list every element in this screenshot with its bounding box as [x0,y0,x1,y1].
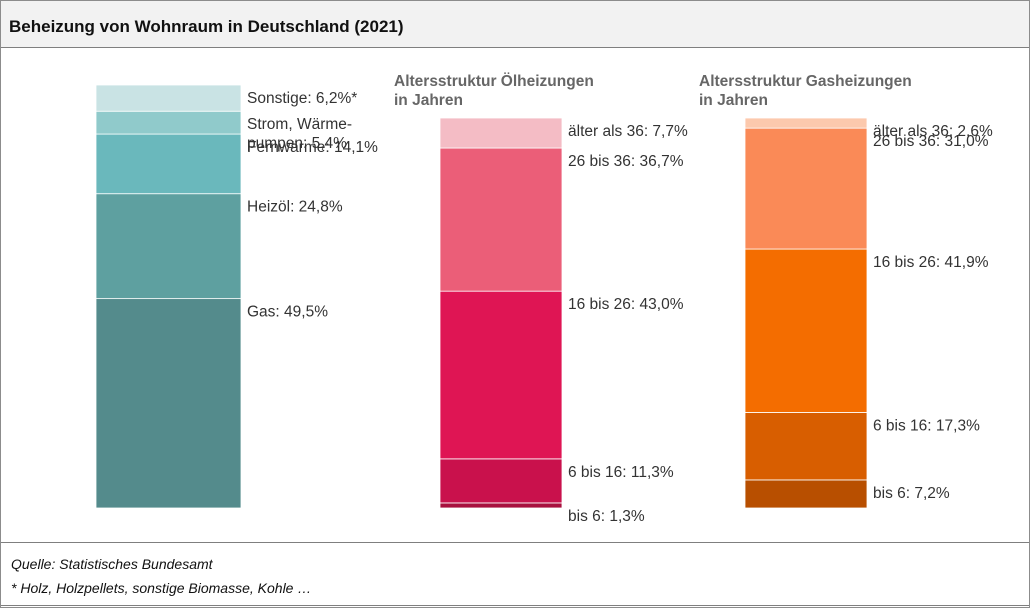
bar-segment-2-2 [439,458,563,504]
footer-divider [1,542,1029,543]
bar-segment-3-2 [744,412,868,481]
segment-label-1-4: Strom, Wärme-pumpen: 5,4% [247,116,352,152]
segment-label-1-5: Sonstige: 6,2%* [247,90,357,107]
bar-segment-1-3 [95,133,242,195]
segment-label-3-4: 26 bis 36: 31,0% [873,133,989,150]
footnote: * Holz, Holzpellets, sonstige Biomasse, … [11,580,312,596]
bottom-divider [1,605,1029,606]
page-title: Beheizung von Wohnraum in Deutschland (2… [9,17,404,36]
chart-title-2: Altersstruktur Ölheizungen in Jahren [394,73,594,109]
bar-segment-2-4 [439,147,563,292]
bar-segment-1-2 [95,193,242,300]
bar-segment-2-5 [439,117,563,149]
source-note: Quelle: Statistisches Bundesamt [11,556,213,572]
segment-label-3-1: bis 6: 7,2% [873,485,950,502]
bar-segment-3-1 [744,479,868,509]
bar-segment-3-3 [744,248,868,413]
segment-label-2-4: 26 bis 36: 36,7% [568,153,684,170]
bar-segment-1-1 [95,298,242,509]
segment-label-1-3: Fernwärme: 14,1% [247,139,378,156]
chart-title-3: Altersstruktur Gasheizungen in Jahren [699,73,912,109]
bar-segment-3-4 [744,127,868,250]
chart-area: Gas: 49,5%Heizöl: 24,8%Fernwärme: 14,1%S… [95,73,993,525]
segment-label-1-1: Gas: 49,5% [247,304,328,321]
segment-label-2-1: bis 6: 1,3% [568,508,645,525]
segment-label-2-5: älter als 36: 7,7% [568,123,688,140]
segment-label-3-3: 16 bis 26: 41,9% [873,254,989,271]
bar-segment-1-5 [95,84,242,112]
segment-label-1-2: Heizöl: 24,8% [247,199,343,216]
bar-segment-1-4 [95,110,242,135]
bar-segment-2-1 [439,502,563,509]
segment-label-2-3: 16 bis 26: 43,0% [568,296,684,313]
segment-label-2-2: 6 bis 16: 11,3% [568,464,674,481]
bar-segment-2-3 [439,290,563,460]
header-bar: Beheizung von Wohnraum in Deutschland (2… [1,1,1029,48]
segment-label-3-5: älter als 36: 2,6% [873,123,993,140]
segment-label-3-2: 6 bis 16: 17,3% [873,417,980,434]
bar-segment-3-5 [744,117,868,129]
